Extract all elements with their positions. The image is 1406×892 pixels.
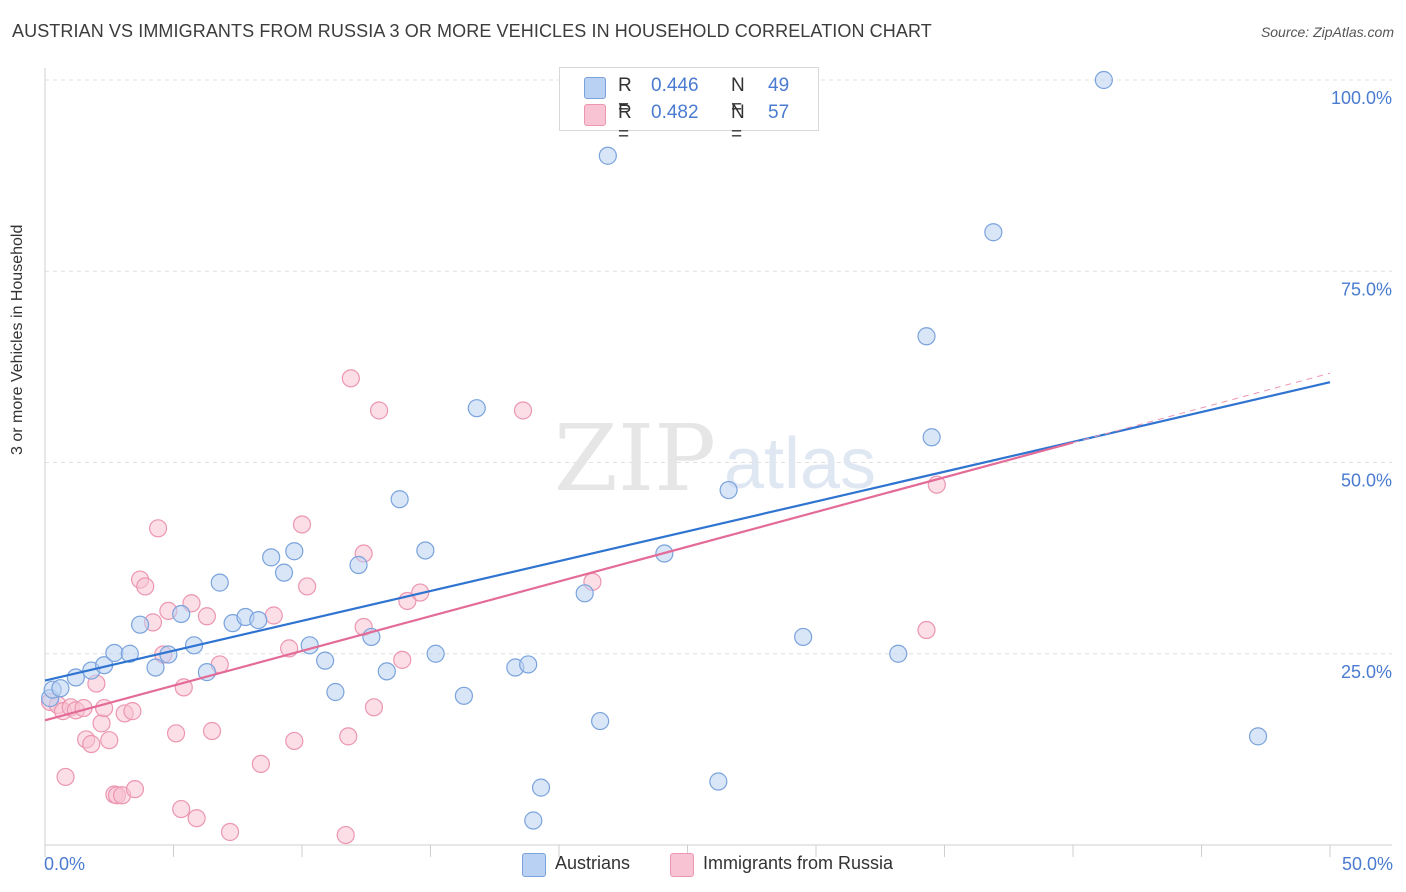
russia-point	[100, 731, 119, 750]
russia-legend-swatch	[670, 853, 694, 877]
austrians-point	[130, 615, 150, 634]
austrians-point	[531, 778, 551, 797]
austrians-legend-label: Austrians	[555, 853, 631, 873]
russia-point	[370, 401, 389, 420]
russia-point	[513, 401, 533, 420]
trend-lines	[44, 372, 1331, 722]
austrians-trend-line	[44, 381, 1331, 682]
austrians-point	[1248, 727, 1268, 746]
austrians-point	[326, 682, 345, 702]
russia-point	[197, 607, 217, 626]
austrians-swatch	[584, 77, 606, 99]
watermark-atlas: atlas	[724, 424, 876, 504]
austrians-point	[172, 604, 191, 624]
y-tick-label: 100.0%	[1331, 88, 1392, 108]
austrians-point	[575, 584, 594, 603]
austrians-legend-swatch	[522, 853, 546, 877]
russia-point	[339, 727, 358, 746]
russia-point	[264, 606, 283, 625]
tick-labels: 25.0% 50.0% 75.0% 100.0% 0.0% 50.0%	[44, 88, 1393, 874]
legend-n-value: 49	[768, 75, 790, 96]
russia-point	[292, 515, 312, 534]
russia-trend-line	[44, 441, 1074, 722]
russia-point	[125, 780, 145, 799]
legend-r-value: 0.446	[651, 75, 699, 96]
austrians-point	[51, 679, 70, 698]
russia-legend-label: Immigrants from Russia	[703, 853, 894, 873]
russia-swatch	[584, 104, 606, 126]
axes	[44, 68, 1392, 857]
austrians-point	[709, 772, 728, 791]
austrians-point	[316, 651, 335, 670]
russia-point	[202, 721, 222, 741]
legend-r-value: 0.482	[651, 102, 699, 123]
legend-n-value: 57	[768, 102, 790, 123]
x-tick-label: 50.0%	[1342, 854, 1393, 874]
legend-r-label: R =	[618, 75, 632, 118]
russia-point	[136, 577, 155, 596]
austrians-point	[467, 399, 486, 418]
russia-point	[298, 577, 317, 596]
austrians-point	[274, 563, 294, 582]
austrians-point	[146, 658, 165, 677]
austrians-point	[519, 655, 538, 674]
legend-n-label: N =	[731, 75, 745, 118]
y-tick-label: 75.0%	[1341, 279, 1392, 299]
austrians-point	[377, 662, 396, 681]
austrians-point	[416, 541, 435, 560]
source-label: Source: ZipAtlas.com	[1260, 24, 1394, 40]
austrians-point	[454, 686, 474, 705]
russia-point	[123, 702, 142, 721]
y-tick-label: 50.0%	[1341, 471, 1392, 491]
austrians-point	[249, 610, 268, 630]
russia-point	[341, 369, 360, 388]
y-tick-label: 25.0%	[1341, 662, 1392, 682]
austrians-point	[922, 428, 941, 447]
austrians-point	[794, 627, 813, 647]
grid-lines	[45, 79, 1392, 655]
austrians-point	[210, 573, 229, 592]
russia-point	[251, 754, 270, 774]
austrians-point	[1094, 70, 1113, 90]
austrians-point	[719, 480, 738, 500]
series-legend: Austrians Immigrants from Russia	[0, 852, 1406, 878]
austrians-point	[390, 490, 409, 509]
russia-point	[285, 731, 304, 751]
austrians-point	[105, 643, 124, 663]
austrians-point	[262, 548, 281, 567]
x-tick-label: 0.0%	[44, 854, 85, 874]
austrians-point	[285, 542, 304, 561]
legend-n-label: N =	[731, 102, 745, 145]
austrians-point	[984, 223, 1003, 242]
russia-point	[393, 650, 412, 669]
austrians-point	[159, 645, 178, 664]
austrians-point	[917, 327, 936, 346]
austrians-point	[524, 811, 543, 830]
russia-point	[56, 767, 75, 787]
russia-point	[917, 620, 936, 640]
austrians-point	[426, 644, 445, 663]
legend-r-label: R =	[618, 102, 632, 145]
russia-point	[336, 825, 355, 845]
watermark: ZIP atlas	[554, 405, 876, 512]
russia-trend-extension	[1072, 372, 1331, 444]
watermark-zip: ZIP	[554, 405, 716, 512]
russia-point	[220, 822, 240, 842]
austrians-point	[349, 555, 368, 575]
austrians-point	[591, 711, 610, 731]
austrians-point	[889, 644, 908, 663]
russia-point	[364, 698, 384, 717]
russia-point	[166, 724, 186, 743]
russia-point	[92, 714, 111, 733]
russia-point	[148, 519, 168, 538]
russia-point	[82, 734, 101, 754]
russia-point	[172, 799, 191, 819]
correlation-legend: R = 0.446 N = 49 R = 0.482 N = 57	[559, 67, 819, 145]
austrians-point	[120, 644, 139, 663]
austrians-point	[598, 146, 617, 165]
russia-point	[187, 809, 206, 828]
chart-title: AUSTRIAN VS IMMIGRANTS FROM RUSSIA 3 OR …	[12, 21, 932, 41]
